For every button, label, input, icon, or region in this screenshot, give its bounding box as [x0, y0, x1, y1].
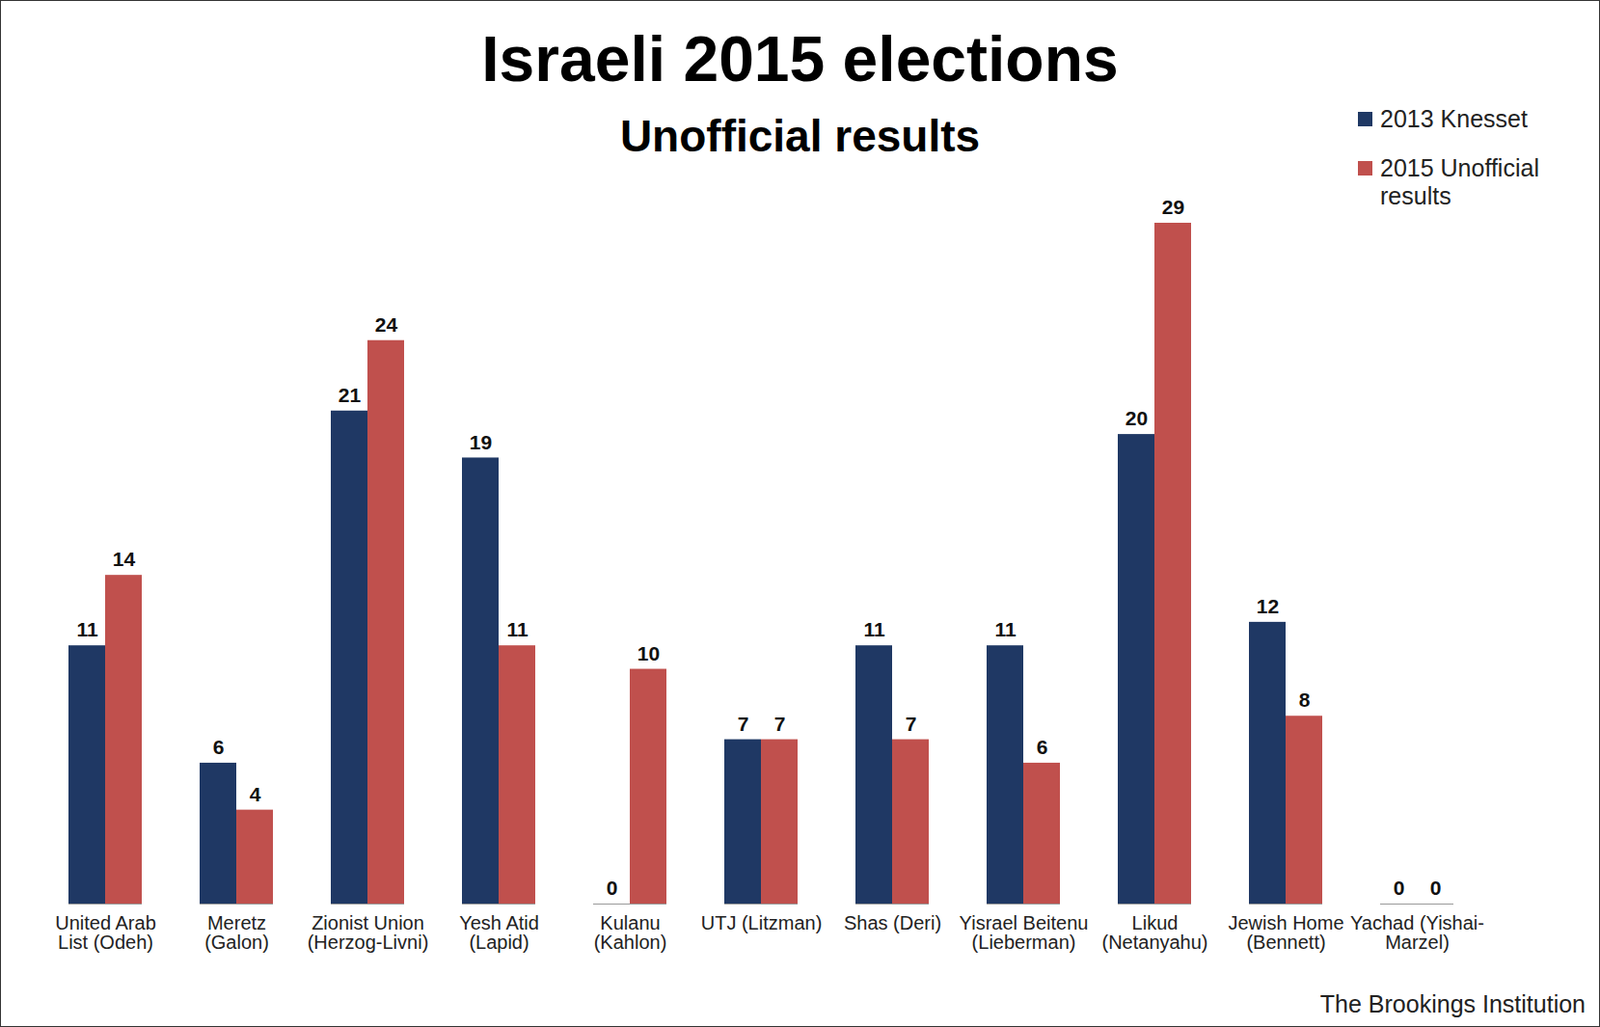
- svg-text:United ArabList (Odeh): United ArabList (Odeh): [54, 912, 157, 953]
- html-text:2013 Knesset: 2013 Knesset: [1380, 105, 1528, 133]
- svg-text:11: 11: [994, 618, 1017, 641]
- svg-text:11: 11: [506, 618, 529, 641]
- svg-text:Likud(Netanyahu): Likud(Netanyahu): [1101, 912, 1208, 953]
- html-text:Israeli 2015 elections: Israeli 2015 elections: [481, 23, 1119, 95]
- svg-text:21: 21: [338, 383, 362, 407]
- svg-text:7: 7: [737, 712, 750, 735]
- svg-text:12: 12: [1256, 595, 1279, 618]
- svg-text:7: 7: [905, 712, 918, 735]
- svg-text:6: 6: [1036, 735, 1049, 759]
- svg-text:4: 4: [249, 783, 262, 806]
- html-text:Unofficial results: Unofficial results: [620, 110, 980, 162]
- svg-text:7: 7: [774, 712, 787, 735]
- svg-text:8: 8: [1299, 688, 1311, 711]
- svg-text:10: 10: [637, 642, 660, 665]
- svg-text:Yesh Atid(Lapid): Yesh Atid(Lapid): [459, 912, 540, 953]
- svg-text:Yisrael Beitenu(Lieberman): Yisrael Beitenu(Lieberman): [959, 912, 1089, 953]
- svg-text:Yachad (Yishai-Marzel): Yachad (Yishai-Marzel): [1350, 912, 1485, 953]
- svg-text:24: 24: [375, 313, 399, 336]
- svg-text:Kulanu(Kahlon): Kulanu(Kahlon): [594, 912, 668, 953]
- svg-text:11: 11: [863, 618, 886, 641]
- svg-text:20: 20: [1125, 406, 1148, 430]
- html-text:2015 Unofficial results: 2015 Unofficial results: [1380, 154, 1540, 210]
- svg-text:Meretz(Galon): Meretz(Galon): [204, 912, 270, 953]
- svg-text:0: 0: [606, 876, 619, 899]
- svg-text:14: 14: [112, 547, 136, 570]
- svg-text:0: 0: [1393, 876, 1406, 899]
- svg-text:19: 19: [469, 431, 492, 454]
- svg-text:6: 6: [213, 735, 225, 759]
- html-text:The Brookings Institution: The Brookings Institution: [1320, 990, 1586, 1018]
- svg-text:UTJ (Litzman): UTJ (Litzman): [701, 912, 823, 934]
- svg-text:Jewish Home(Bennett): Jewish Home(Bennett): [1227, 912, 1344, 953]
- svg-text:Zionist Union(Herzog-Livni): Zionist Union(Herzog-Livni): [307, 912, 430, 953]
- svg-text:Shas (Deri): Shas (Deri): [843, 912, 942, 934]
- svg-text:11: 11: [76, 618, 99, 641]
- svg-text:29: 29: [1162, 195, 1185, 218]
- svg-text:0: 0: [1430, 876, 1442, 899]
